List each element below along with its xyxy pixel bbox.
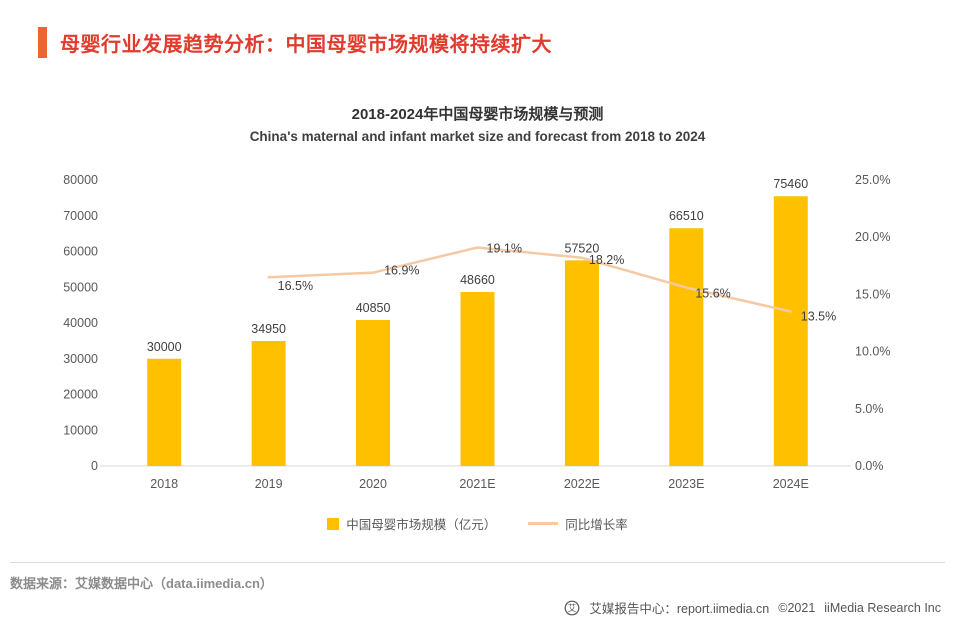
left-axis-tick-label: 50000 — [63, 280, 98, 294]
bar-2019 — [251, 341, 286, 466]
bar-value-label: 30000 — [147, 340, 182, 354]
legend-label-market-size: 中国母婴市场规模（亿元） — [346, 518, 497, 532]
bar-series-swatch — [327, 517, 340, 530]
right-axis-tick-label: 10.0% — [855, 345, 890, 359]
bar-2021E — [460, 292, 495, 466]
bar-2022E — [564, 260, 599, 466]
growth-rate-label: 13.5% — [801, 310, 836, 324]
bar-2024E — [773, 196, 808, 466]
left-axis-tick-label: 30000 — [63, 352, 98, 366]
chart-subtitle: China's maternal and infant market size … — [249, 129, 706, 144]
bar-value-label: 48660 — [460, 273, 495, 287]
footer-brand-line: 艾 艾媒报告中心：report.iimedia.cn ©2021 iiMedia… — [564, 598, 941, 617]
x-axis-category-label: 2024E — [773, 477, 809, 491]
brand-text: 艾媒报告中心：report.iimedia.cn — [589, 602, 770, 616]
page-title: 母婴行业发展趋势分析：中国母婴市场规模将持续扩大 — [60, 34, 552, 56]
bar-2023E — [669, 228, 704, 466]
chart-legend: 中国母婴市场规模（亿元） 同比增长率 — [0, 514, 955, 533]
right-axis-tick-label: 20.0% — [855, 230, 890, 244]
footer-divider — [10, 562, 945, 563]
chart-title: 2018-2024年中国母婴市场规模与预测 — [351, 106, 604, 123]
right-axis-tick-label: 5.0% — [855, 402, 884, 416]
x-axis-category-label: 2019 — [255, 477, 283, 491]
growth-rate-label: 19.1% — [487, 241, 522, 255]
header: 母婴行业发展趋势分析：中国母婴市场规模将持续扩大 — [38, 27, 552, 58]
legend-item-market-size: 中国母婴市场规模（亿元） — [327, 514, 496, 533]
iimedia-logo-glyph: 艾 — [568, 603, 577, 613]
x-axis-category-label: 2023E — [668, 477, 704, 491]
left-axis-tick-label: 10000 — [63, 423, 98, 437]
x-axis-category-label: 2022E — [564, 477, 600, 491]
bar-2018 — [147, 358, 182, 466]
x-axis-category-label: 2018 — [150, 477, 178, 491]
left-axis-tick-label: 60000 — [63, 245, 98, 259]
iimedia-logo-icon: 艾 — [564, 600, 580, 615]
company-text: iiMedia Research Inc — [824, 600, 941, 615]
growth-rate-label: 16.9% — [384, 264, 419, 278]
bar-value-label: 57520 — [565, 241, 600, 255]
copyright-text: ©2021 — [778, 600, 816, 615]
bar-value-label: 75460 — [773, 177, 808, 191]
growth-rate-label: 16.5% — [278, 279, 313, 293]
growth-rate-label: 15.6% — [695, 287, 730, 301]
line-series-swatch — [528, 522, 559, 525]
bar-value-label: 34950 — [251, 322, 286, 336]
right-axis-tick-label: 15.0% — [855, 287, 890, 301]
legend-label-growth-rate: 同比增长率 — [565, 518, 628, 532]
bar-2020 — [356, 319, 391, 466]
title-accent-bar — [38, 27, 47, 58]
right-axis-tick-label: 0.0% — [855, 459, 884, 473]
x-axis-category-label: 2021E — [459, 477, 495, 491]
legend-item-growth-rate: 同比增长率 — [528, 514, 628, 533]
combo-chart: 0 10000 20000 30000 40000 50000 60000 70000 8000… — [63, 173, 890, 491]
left-axis-tick-label: 0 — [91, 459, 98, 473]
growth-rate-label: 18.2% — [589, 253, 624, 267]
x-axis-category-label: 2020 — [359, 477, 387, 491]
left-axis-tick-label: 20000 — [63, 388, 98, 402]
left-axis-tick-label: 70000 — [63, 209, 98, 223]
data-source-text: 数据来源：艾媒数据中心（data.iimedia.cn） — [10, 576, 273, 591]
left-axis-tick-label: 40000 — [63, 316, 98, 330]
bar-value-label: 66510 — [669, 209, 704, 223]
left-axis-tick-label: 80000 — [63, 173, 98, 187]
right-axis-tick-label: 25.0% — [855, 173, 890, 187]
growth-rate-line — [267, 246, 793, 313]
bar-value-label: 40850 — [356, 301, 391, 315]
